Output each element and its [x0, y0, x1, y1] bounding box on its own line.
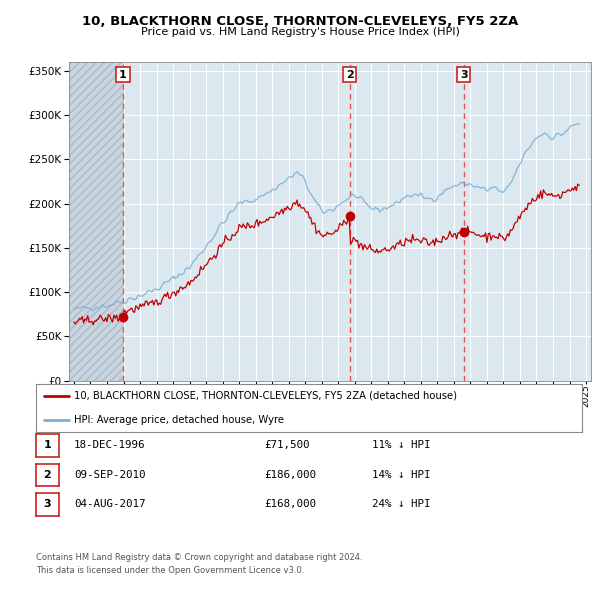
Text: 04-AUG-2017: 04-AUG-2017 — [74, 500, 145, 509]
Text: £186,000: £186,000 — [264, 470, 316, 480]
Text: HPI: Average price, detached house, Wyre: HPI: Average price, detached house, Wyre — [74, 415, 284, 425]
Text: 18-DEC-1996: 18-DEC-1996 — [74, 441, 145, 450]
Text: £71,500: £71,500 — [264, 441, 310, 450]
Text: 3: 3 — [44, 500, 51, 509]
Text: 10, BLACKTHORN CLOSE, THORNTON-CLEVELEYS, FY5 2ZA (detached house): 10, BLACKTHORN CLOSE, THORNTON-CLEVELEYS… — [74, 391, 457, 401]
Text: Price paid vs. HM Land Registry's House Price Index (HPI): Price paid vs. HM Land Registry's House … — [140, 27, 460, 37]
Text: 2: 2 — [346, 70, 353, 80]
Text: £168,000: £168,000 — [264, 500, 316, 509]
Text: 09-SEP-2010: 09-SEP-2010 — [74, 470, 145, 480]
Text: 2: 2 — [44, 470, 51, 480]
Text: 24% ↓ HPI: 24% ↓ HPI — [372, 500, 431, 509]
Text: 11% ↓ HPI: 11% ↓ HPI — [372, 441, 431, 450]
Text: 1: 1 — [119, 70, 127, 80]
Text: 10, BLACKTHORN CLOSE, THORNTON-CLEVELEYS, FY5 2ZA: 10, BLACKTHORN CLOSE, THORNTON-CLEVELEYS… — [82, 15, 518, 28]
Text: 14% ↓ HPI: 14% ↓ HPI — [372, 470, 431, 480]
Text: 1: 1 — [44, 441, 51, 450]
Text: This data is licensed under the Open Government Licence v3.0.: This data is licensed under the Open Gov… — [36, 566, 304, 575]
Text: Contains HM Land Registry data © Crown copyright and database right 2024.: Contains HM Land Registry data © Crown c… — [36, 553, 362, 562]
Text: 3: 3 — [460, 70, 467, 80]
